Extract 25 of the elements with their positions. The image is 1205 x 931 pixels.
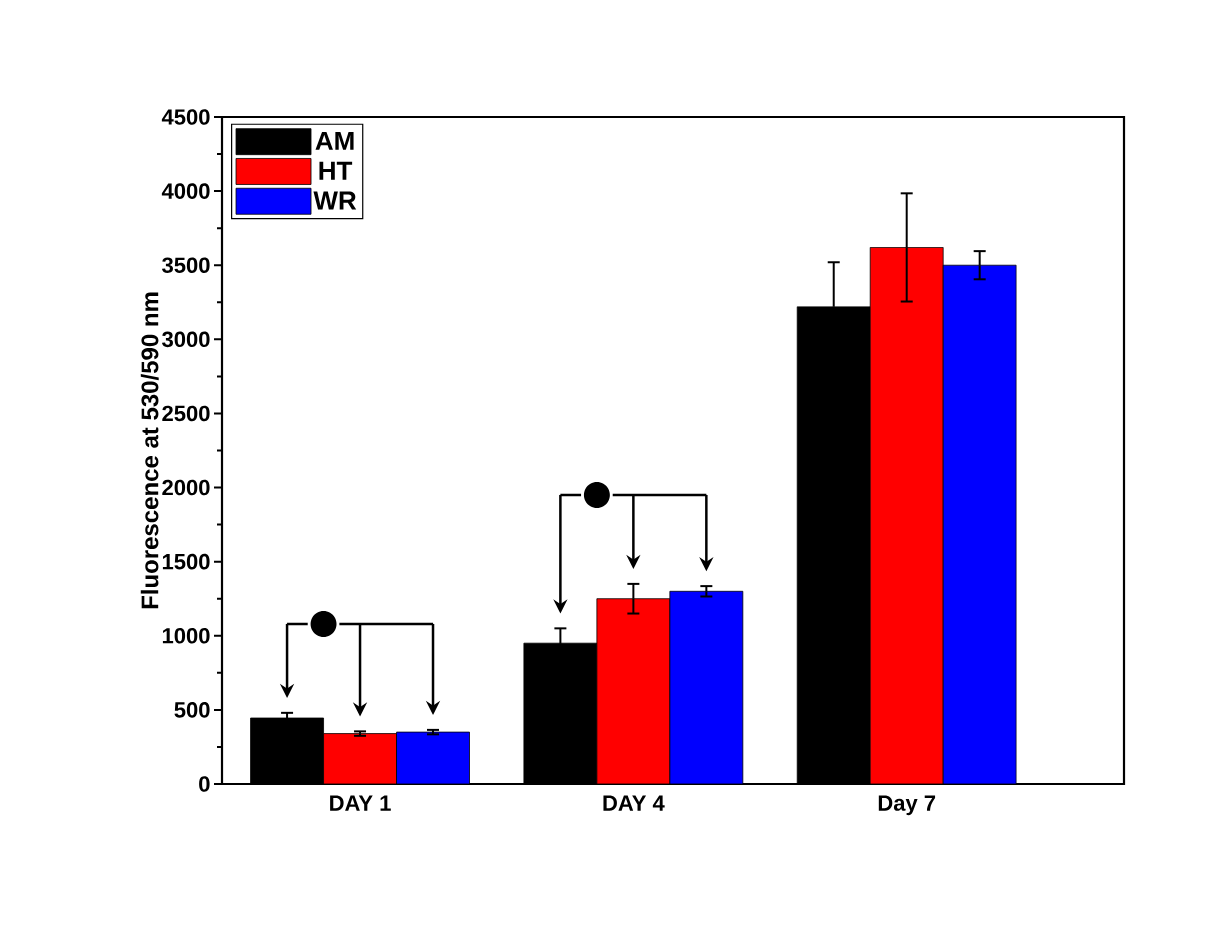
legend-label: WR [313, 191, 357, 210]
bar [323, 733, 397, 784]
y-tick-label: 1000 [162, 627, 210, 644]
x-tick-label: DAY 1 [330, 795, 391, 811]
x-tick-label: DAY 4 [603, 795, 665, 811]
legend-label: AM [315, 131, 354, 150]
y-tick-label: 2500 [162, 405, 210, 422]
bar [396, 732, 470, 784]
y-tick-label: 2000 [162, 479, 210, 496]
y-tick-label: 1500 [162, 553, 210, 570]
y-tick-label: 3000 [162, 331, 210, 348]
annotation: ● [583, 481, 610, 508]
y-tick-label: 500 [174, 702, 210, 718]
y-tick-label: 3500 [162, 257, 210, 274]
y-tick-label: 4500 [161, 109, 210, 125]
bar [942, 264, 1017, 784]
bar [596, 598, 670, 784]
annotation: ● [310, 610, 337, 637]
bar [669, 591, 743, 784]
y-tick-label: 0 [199, 776, 210, 792]
x-tick-label: Day 7 [878, 795, 936, 816]
y-axis-title: Fluorescence at 530/590 nm [140, 292, 159, 609]
y-tick-label: 4000 [161, 183, 210, 199]
legend-label: HT [319, 161, 353, 180]
bar [869, 247, 944, 784]
